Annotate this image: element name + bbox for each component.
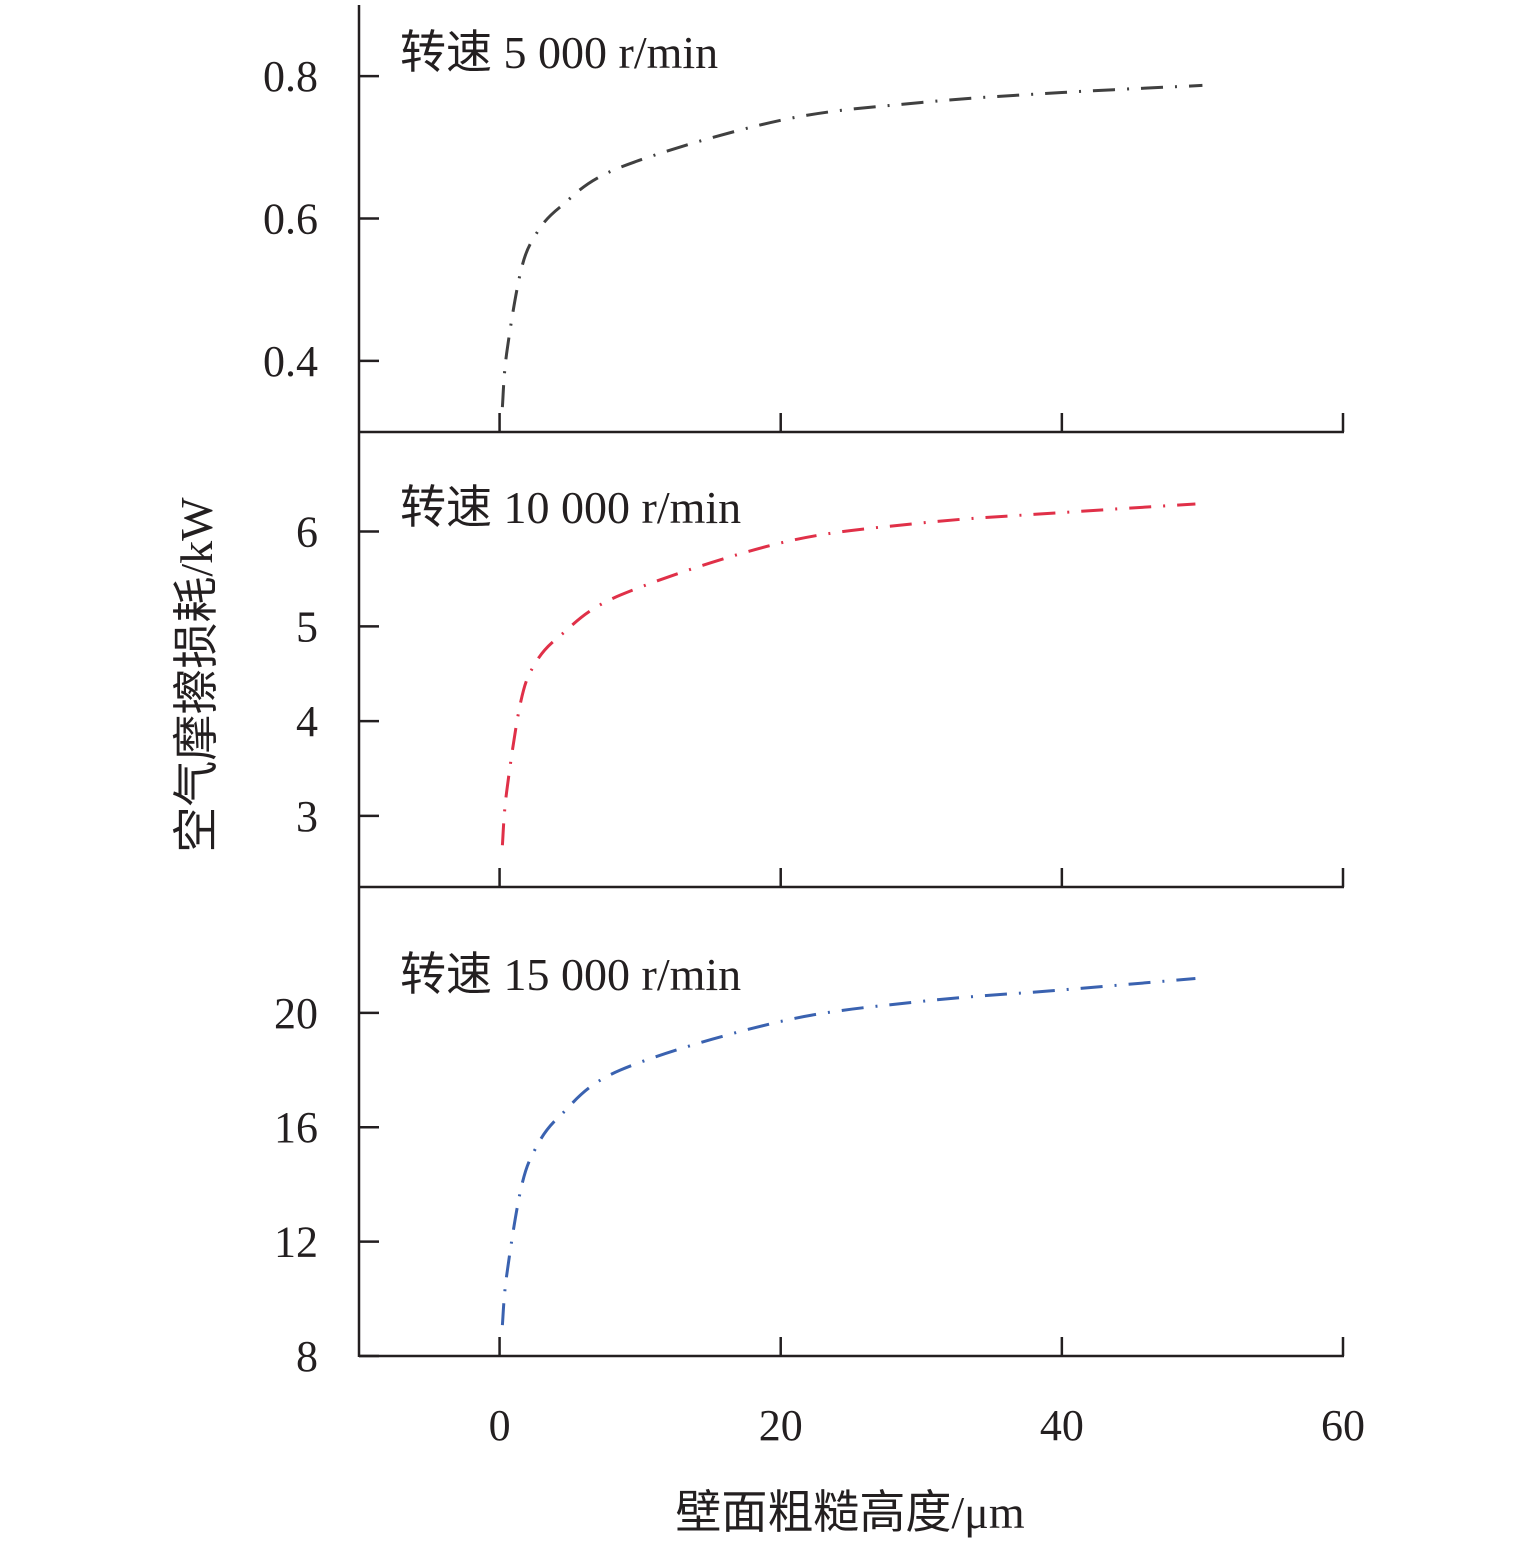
x-axis-label: 壁面粗糙高度/μm	[675, 1487, 1024, 1538]
panel-title: 转速 5 000 r/min	[400, 27, 718, 78]
y-tick-label: 16	[274, 1103, 318, 1152]
series-line	[500, 977, 1196, 1326]
y-tick-label: 20	[274, 989, 318, 1038]
y-tick-label: 3	[296, 792, 318, 841]
y-tick-label: 0.8	[263, 52, 318, 101]
x-tick-label: 0	[489, 1401, 511, 1450]
series-line	[500, 83, 1203, 408]
panel-title: 转速 15 000 r/min	[400, 949, 741, 1000]
y-tick-label: 4	[296, 697, 318, 746]
x-tick-label: 20	[759, 1401, 803, 1450]
y-tick-label: 8	[296, 1332, 318, 1381]
y-tick-label: 5	[296, 602, 318, 651]
y-tick-label: 0.6	[263, 195, 318, 244]
y-tick-label: 6	[296, 508, 318, 557]
x-tick-label: 40	[1040, 1401, 1084, 1450]
x-tick-label: 60	[1321, 1401, 1365, 1450]
y-tick-label: 0.4	[263, 337, 318, 386]
panel-title: 转速 10 000 r/min	[400, 482, 741, 533]
series-line	[500, 502, 1196, 846]
y-axis-label: 空气摩擦损耗/kW	[171, 497, 222, 853]
y-tick-label: 12	[274, 1218, 318, 1267]
